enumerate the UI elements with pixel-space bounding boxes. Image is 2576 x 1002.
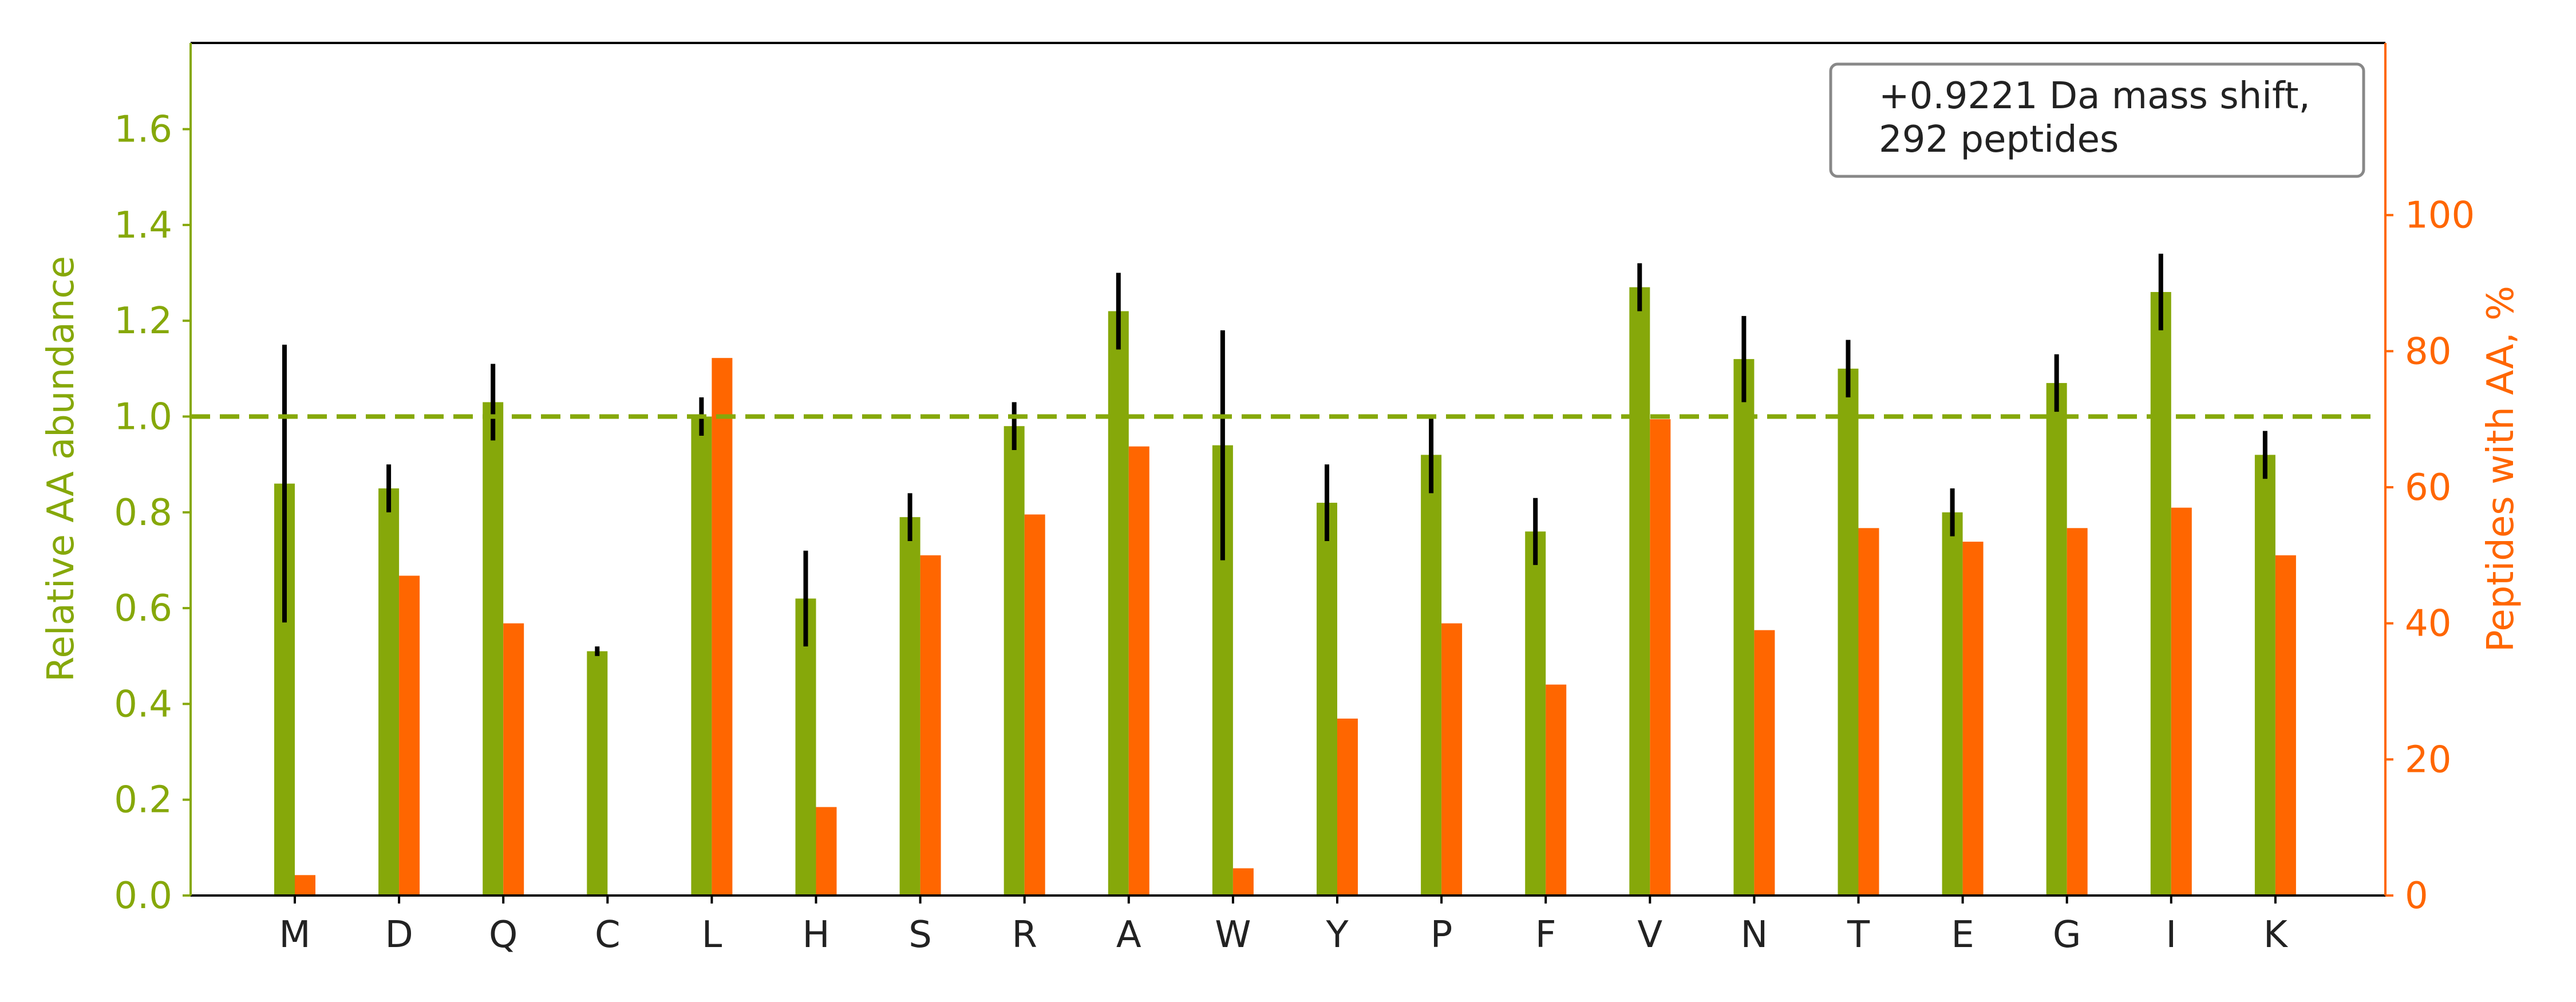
abundance-bar-R: [1003, 426, 1025, 896]
abundance-bar-D: [378, 488, 400, 896]
x-tick-label-E: E: [1951, 914, 1974, 956]
x-tick-label-N: N: [1740, 914, 1768, 956]
peptide-bar-R: [1024, 514, 1045, 896]
abundance-bar-L: [691, 416, 712, 896]
abundance-bar-F: [1525, 531, 1546, 896]
peptide-bar-H: [816, 807, 837, 896]
abundance-bar-Q: [483, 402, 504, 896]
peptide-bar-V: [1650, 419, 1671, 896]
peptide-bar-M: [295, 875, 315, 896]
abundance-bar-C: [587, 651, 608, 896]
abundance-bar-K: [2254, 455, 2275, 896]
peptide-bar-Q: [503, 623, 524, 896]
legend: +0.9221 Da mass shift, 292 peptides: [1829, 62, 2365, 178]
left-tick-label: 0.0: [114, 875, 172, 917]
peptide-bar-N: [1754, 630, 1775, 896]
x-tick-label-K: K: [2263, 914, 2289, 956]
abundance-bar-A: [1108, 311, 1129, 896]
peptide-percent-bars: [295, 358, 2296, 896]
right-tick-label: 80: [2405, 330, 2451, 373]
x-tick-label-W: W: [1215, 914, 1251, 956]
left-tick-label: 1.6: [114, 109, 172, 151]
x-tick-label-S: S: [908, 914, 932, 956]
abundance-bar-H: [795, 598, 816, 896]
right-axis-label: Peptides with AA, %: [2480, 286, 2522, 652]
peptide-bar-D: [399, 575, 420, 896]
abundance-bar-S: [899, 517, 920, 896]
peptide-bar-W: [1232, 868, 1254, 896]
left-tick-label: 1.2: [114, 300, 172, 342]
left-tick-label: 0.4: [114, 683, 172, 725]
peptide-bar-S: [920, 555, 941, 896]
peptide-bar-P: [1441, 623, 1463, 896]
x-tick-label-T: T: [1847, 914, 1870, 956]
peptide-bar-K: [2275, 555, 2296, 896]
right-tick-label: 60: [2405, 467, 2451, 509]
x-tick-label-D: D: [385, 914, 413, 956]
abundance-bar-T: [1838, 368, 1859, 896]
peptide-bar-L: [712, 358, 733, 896]
legend-text-line2: 292 peptides: [1879, 119, 2119, 161]
abundance-bar-Y: [1317, 503, 1337, 896]
abundance-bar-I: [2150, 291, 2171, 896]
x-tick-label-F: F: [1535, 914, 1556, 956]
left-tick-label: 0.6: [114, 587, 172, 630]
error-bars: [282, 254, 2267, 656]
x-tick-label-M: M: [279, 914, 310, 956]
left-tick-label: 0.2: [114, 779, 172, 822]
abundance-bar-G: [2046, 382, 2067, 896]
peptide-bar-E: [1962, 542, 1984, 896]
left-tick-label: 0.8: [114, 492, 172, 534]
left-axis-label: Relative AA abundance: [40, 256, 82, 682]
legend-text-line1: +0.9221 Da mass shift,: [1879, 75, 2310, 117]
peptide-bar-Y: [1337, 719, 1358, 896]
right-axis-ticks: 0 20 40 60 80 100: [2385, 195, 2475, 917]
abundance-bar-V: [1629, 287, 1650, 896]
abundance-bars: [274, 287, 2275, 896]
left-tick-label: 1.0: [114, 396, 172, 438]
x-tick-label-P: P: [1431, 914, 1453, 956]
x-tick-label-I: I: [2166, 914, 2176, 956]
x-tick-label-Q: Q: [489, 914, 517, 956]
abundance-bar-N: [1733, 359, 1755, 896]
left-tick-label: 1.4: [114, 204, 172, 247]
right-tick-label: 40: [2405, 603, 2451, 645]
legend-box: [1829, 62, 2365, 178]
peptide-bar-T: [1858, 528, 1879, 896]
x-tick-label-G: G: [2053, 914, 2081, 956]
x-tick-label-C: C: [595, 914, 621, 956]
abundance-bar-E: [1942, 512, 1963, 896]
peptide-bar-I: [2171, 507, 2192, 896]
x-tick-label-A: A: [1116, 914, 1141, 956]
x-tick-label-V: V: [1637, 914, 1662, 956]
right-tick-label: 100: [2405, 195, 2475, 237]
left-axis-ticks: 0.0 0.2 0.4 0.6 0.8 1.0 1.2 1.4 1.6: [114, 109, 191, 917]
x-tick-label-R: R: [1012, 914, 1037, 956]
peptide-bar-F: [1546, 684, 1567, 896]
right-tick-label: 20: [2405, 739, 2451, 781]
x-tick-label-H: H: [802, 914, 829, 956]
peptide-bar-G: [2067, 528, 2088, 896]
right-tick-label: 0: [2405, 875, 2428, 917]
x-tick-label-L: L: [702, 914, 722, 956]
abundance-bar-P: [1421, 455, 1442, 896]
x-tick-label-Y: Y: [1325, 914, 1349, 956]
peptide-bar-A: [1128, 446, 1149, 896]
